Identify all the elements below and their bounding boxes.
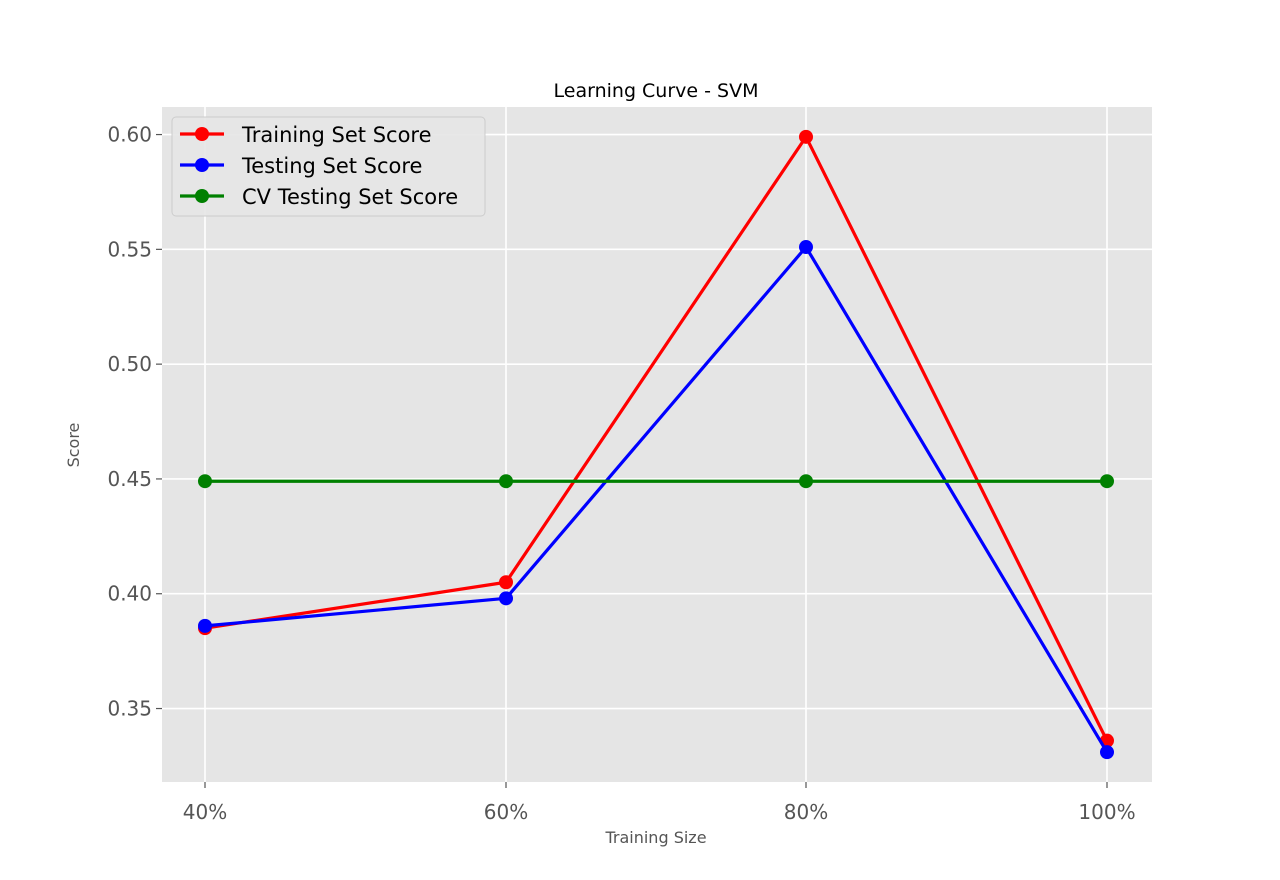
- legend-box: [171, 116, 486, 217]
- x-axis-ticks: 40% 60% 80% 100%: [183, 782, 1136, 824]
- data-point: [799, 240, 813, 255]
- x-tick-label: 80%: [784, 800, 828, 824]
- legend-label: CV Testing Set Score: [242, 185, 458, 209]
- series-3: [198, 474, 1114, 489]
- y-tick-label: 0.40: [107, 582, 152, 606]
- y-tick-label: 0.60: [107, 123, 152, 147]
- legend-marker: [195, 127, 209, 141]
- data-point: [1100, 745, 1114, 760]
- legend-marker: [195, 158, 209, 172]
- plot-background: [162, 107, 1152, 782]
- data-point: [499, 575, 513, 590]
- data-point: [499, 474, 513, 489]
- legend: Training Set Score Testing Set Score CV Te…: [171, 116, 486, 217]
- x-tick-label: 40%: [183, 800, 227, 824]
- series-line: [204, 245, 1109, 753]
- data-point: [799, 129, 813, 144]
- grid-lines: [162, 107, 1152, 782]
- series-line: [204, 135, 1109, 742]
- legend-item: CV Testing Set Score: [180, 185, 458, 209]
- data-point: [1100, 474, 1114, 489]
- y-tick-label: 0.55: [107, 237, 152, 261]
- legend-marker: [195, 189, 209, 203]
- y-tick-label: 0.45: [107, 467, 152, 491]
- data-point: [799, 474, 813, 489]
- data-point: [499, 591, 513, 606]
- legend-label: Testing Set Score: [241, 154, 422, 178]
- legend-item: Training Set Score: [180, 123, 432, 147]
- series-2: [198, 240, 1114, 760]
- data-point: [198, 474, 212, 489]
- series-layer: [198, 129, 1114, 760]
- chart-title: Learning Curve - SVM: [554, 80, 759, 102]
- x-tick-label: 60%: [484, 800, 528, 824]
- x-axis-label: Training Size: [604, 828, 706, 847]
- data-point: [198, 618, 212, 633]
- y-axis-label: Score: [64, 423, 83, 468]
- legend-item: Testing Set Score: [180, 154, 422, 178]
- y-tick-label: 0.50: [107, 352, 152, 376]
- legend-label: Training Set Score: [241, 123, 432, 147]
- y-tick-label: 0.35: [107, 697, 152, 721]
- x-tick-label: 100%: [1078, 800, 1135, 824]
- y-axis-ticks: 0.35 0.40 0.45 0.50 0.55 0.60: [107, 123, 162, 721]
